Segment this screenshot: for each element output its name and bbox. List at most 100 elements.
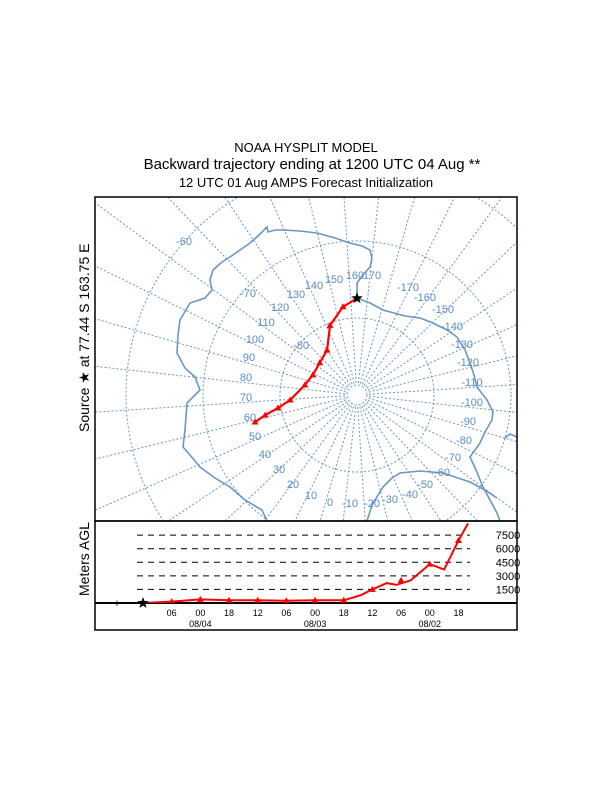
coastline-east-antarctica [176, 225, 501, 521]
height-marker [283, 597, 290, 603]
level-label: 4500 [496, 557, 520, 569]
meridian [368, 395, 517, 414]
trajectory-marker [323, 346, 331, 353]
meridian [95, 395, 346, 413]
title-trajectory: Backward trajectory ending at 1200 UTC 0… [144, 156, 481, 173]
longitude-labels: 1601701501401301201101009080706050403020… [240, 270, 483, 510]
latitude-ring [202, 240, 512, 521]
longitude-label: -90 [460, 416, 476, 428]
meridian [367, 399, 517, 475]
latitude-ring [279, 317, 435, 473]
level-label: 7500 [496, 530, 520, 542]
longitude-label: 40 [259, 449, 271, 461]
longitude-label: 10 [305, 490, 317, 502]
longitude-label: -20 [364, 498, 380, 510]
longitude-label: 90 [243, 352, 255, 364]
longitude-label: -130 [451, 339, 473, 351]
meridian [363, 197, 503, 386]
map-frame [94, 196, 518, 522]
longitude-label: -40 [402, 489, 418, 501]
pole-ring [346, 384, 368, 406]
hour-tick-label: 18 [339, 608, 349, 618]
trajectory-marker [316, 359, 324, 366]
meridian [95, 265, 347, 391]
source-label: Source ★ at 77.44 S 163.75 E [76, 244, 92, 432]
source-star-icon [137, 597, 149, 608]
meridian [366, 401, 517, 513]
trajectory-marker [309, 371, 317, 378]
meridian [294, 405, 353, 521]
height-marker [196, 595, 204, 602]
longitude-label: 80 [240, 372, 252, 384]
meridian [364, 403, 478, 521]
meridian [95, 365, 346, 395]
longitude-label: 160 [346, 270, 364, 282]
map-panel: 1601701501401301201101009080706050403020… [95, 197, 517, 521]
longitude-label: 50 [249, 431, 261, 443]
hour-tick-label: 00 [425, 608, 435, 618]
hour-tick-label: 18 [224, 608, 234, 618]
time-ticks: 06 00 18 12 06 00 18 12 06 00 18 08/04 08/03 08/02 [137, 597, 463, 629]
plus-marker: + [114, 598, 120, 610]
date-label: 08/03 [304, 619, 327, 629]
latitude-ring [125, 197, 517, 521]
height-line [142, 522, 469, 603]
meridian [367, 324, 517, 391]
longitude-label: -60 [434, 467, 450, 479]
longitude-label: -150 [432, 304, 454, 316]
hour-tick-label: 12 [253, 608, 263, 618]
meridian [264, 404, 351, 521]
coastline-peninsula-edge [504, 433, 517, 439]
longitude-label: 150 [325, 274, 343, 286]
trajectory-marker [261, 411, 269, 418]
height-marker [254, 596, 262, 603]
title-model: NOAA HYSPLIT MODEL [234, 140, 378, 155]
hour-tick-label: 00 [195, 608, 205, 618]
graticule [95, 197, 517, 521]
height-marker [311, 596, 319, 603]
trajectory [251, 292, 363, 425]
longitude-label: -140 [441, 321, 463, 333]
latitude-label: -60 [176, 236, 192, 248]
meridian [365, 241, 517, 388]
coastline-weddell [366, 470, 498, 521]
height-profile [142, 522, 469, 603]
longitude-label: 60 [244, 412, 256, 424]
longitude-label: -120 [457, 357, 479, 369]
height-marker [454, 537, 462, 544]
meridian [357, 197, 380, 384]
hour-tick-label: 00 [310, 608, 320, 618]
meridian [224, 197, 351, 386]
longitude-label: 140 [305, 280, 323, 292]
longitude-label: 0 [327, 497, 333, 509]
source-star-icon [351, 292, 363, 304]
meridian [368, 355, 517, 393]
hour-tick-label: 12 [367, 608, 377, 618]
meridian [368, 384, 517, 395]
hour-tick-label: 06 [396, 608, 406, 618]
hour-tick-label: 06 [281, 608, 291, 618]
longitude-label: -110 [461, 377, 482, 389]
longitude-label: 100 [246, 334, 264, 346]
trajectory-marker [274, 404, 282, 411]
latitude-label: -80 [293, 340, 309, 352]
longitude-label: -10 [342, 498, 358, 510]
meridian [357, 406, 366, 521]
longitude-label: -80 [456, 435, 472, 447]
meridian [95, 202, 348, 389]
longitude-label: -100 [461, 397, 483, 409]
height-marker [397, 576, 405, 583]
level-label: 3000 [496, 571, 520, 583]
date-label: 08/04 [189, 619, 212, 629]
meridian [359, 197, 416, 384]
longitude-label: -170 [397, 282, 419, 294]
longitude-label: 120 [271, 302, 289, 314]
meridian [95, 399, 347, 511]
longitude-label: 130 [287, 289, 305, 301]
level-label: 6000 [496, 544, 520, 556]
height-axis-label: Meters AGL [76, 522, 92, 596]
meridian [343, 197, 357, 384]
longitude-label: 70 [240, 392, 252, 404]
latitude-label: -70 [240, 288, 256, 300]
